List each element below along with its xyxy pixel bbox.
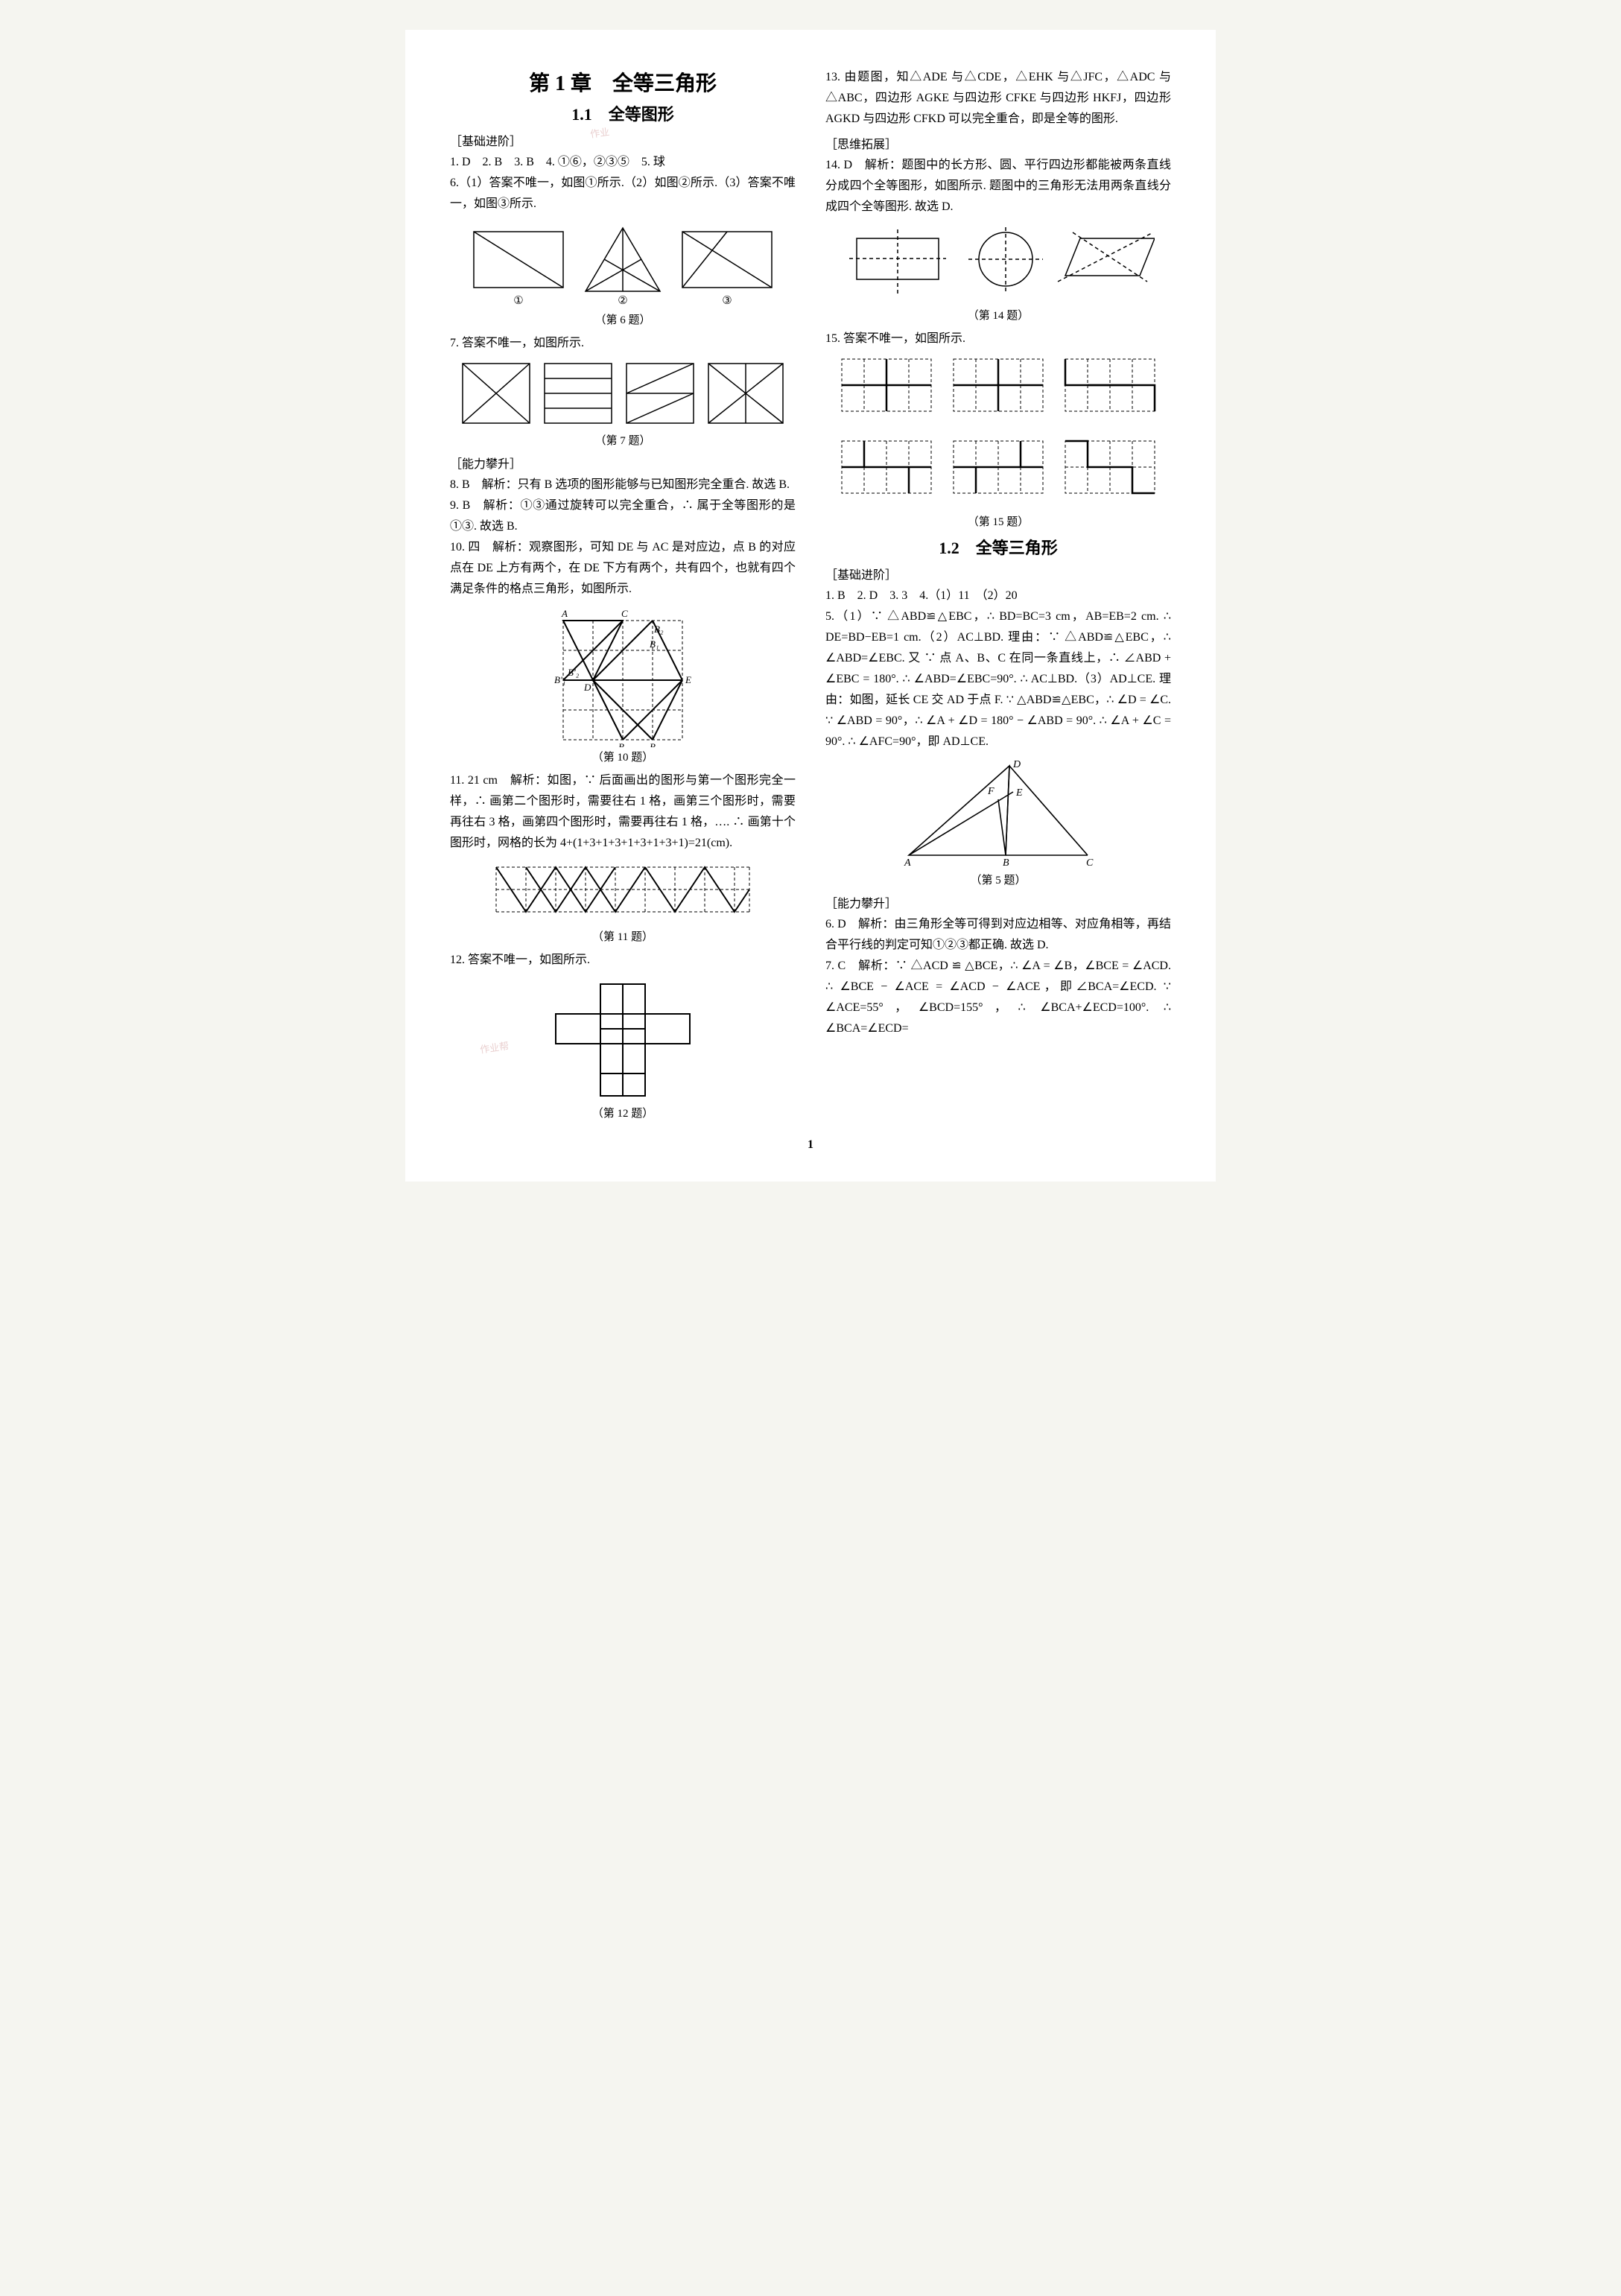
svg-text:B: B [1003, 857, 1009, 869]
section-1-2-title: 1.2 全等三角形 [825, 535, 1171, 559]
svg-text:C: C [1086, 857, 1094, 869]
figure-q10: A C D E B₁ B₂ B′₁ B′₂ B₃ B₄ （第 10 题） [450, 606, 796, 764]
header-thinking: ［思维拓展］ [825, 134, 1171, 152]
s12-basic-answers: 1. B 2. D 3. 3 4.（1）11 （2）20 [825, 586, 1171, 606]
s11-q10: 10. 四 解析：观察图形，可知 DE 与 AC 是对应边，点 B 的对应点在 … [450, 537, 796, 600]
s12-q7: 7. C 解析：∵ △ACD ≌ △BCE，∴ ∠A = ∠B，∠BCE = ∠… [825, 956, 1171, 1039]
caption-q5: （第 5 题） [825, 872, 1171, 887]
svg-text:③: ③ [722, 295, 732, 307]
figure-q14: （第 14 题） [825, 223, 1171, 323]
s11-q8: 8. B 解析：只有 B 选项的图形能够与已知图形完全重合. 故选 B. [450, 475, 796, 495]
s11-basic-answers: 1. D 2. B 3. B 4. ①⑥，②③⑤ 5. 球 [450, 152, 796, 173]
s11-q15: 15. 答案不唯一，如图所示. [825, 329, 1171, 349]
header-ability-2: ［能力攀升］ [825, 893, 1171, 911]
header-basic-1: ［基础进阶］ [450, 131, 796, 149]
s11-q14: 14. D 解析：题图中的长方形、圆、平行四边形都能被两条直线分成四个全等图形，… [825, 155, 1171, 218]
s11-q6-text: 6.（1）答案不唯一，如图①所示.（2）如图②所示.（3）答案不唯一，如图③所示… [450, 173, 796, 215]
svg-text:B′₁: B′₁ [554, 674, 565, 685]
figure-q15: （第 15 题） [825, 355, 1171, 529]
s11-q11: 11. 21 cm 解析：如图，∵ 后面画出的图形与第一个图形完全一样，∴ 画第… [450, 770, 796, 854]
caption-q11: （第 11 题） [450, 928, 796, 944]
section-1-1-title: 1.1 全等图形 [450, 101, 796, 125]
caption-q15: （第 15 题） [825, 513, 1171, 529]
svg-text:F: F [987, 786, 995, 797]
svg-text:A: A [561, 608, 568, 619]
s11-q9: 9. B 解析：①③通过旋转可以完全重合，∴ 属于全等图形的是①③. 故选 B. [450, 495, 796, 537]
page-number: 1 [450, 1138, 1171, 1152]
svg-text:②: ② [618, 295, 627, 307]
svg-text:B₂: B₂ [654, 624, 664, 635]
svg-text:B₄: B₄ [650, 741, 659, 747]
caption-q12: （第 12 题） [450, 1105, 796, 1120]
content-columns: 第 1 章 全等三角形 1.1 全等图形 ［基础进阶］ 1. D 2. B 3.… [450, 67, 1171, 1125]
svg-text:①: ① [513, 295, 523, 307]
caption-q6: （第 6 题） [450, 311, 796, 327]
caption-q10: （第 10 题） [450, 749, 796, 764]
s11-q7-text: 7. 答案不唯一，如图所示. [450, 333, 796, 354]
svg-text:E: E [685, 674, 691, 685]
svg-text:B′₂: B′₂ [568, 667, 580, 678]
figure-q11: （第 11 题） [450, 860, 796, 944]
svg-text:B₃: B₃ [618, 741, 627, 747]
page: 作业 作业帮 第 1 章 全等三角形 1.1 全等图形 ［基础进阶］ 1. D … [405, 30, 1216, 1182]
header-basic-2: ［基础进阶］ [825, 565, 1171, 583]
svg-text:B₁: B₁ [650, 638, 659, 650]
svg-text:E: E [1015, 787, 1023, 799]
svg-text:D: D [583, 682, 591, 693]
svg-text:A: A [904, 857, 911, 869]
s12-q5: 5.（1）∵ △ABD≌△EBC，∴ BD=BC=3 cm，AB=EB=2 cm… [825, 606, 1171, 752]
header-ability-1: ［能力攀升］ [450, 454, 796, 472]
svg-text:C: C [621, 608, 628, 619]
figure-q5: A B C D E F （第 5 题） [825, 758, 1171, 887]
chapter-title: 第 1 章 全等三角形 [450, 67, 796, 97]
caption-q14: （第 14 题） [825, 307, 1171, 323]
figure-q6: ① ② ③ （第 6 题） [450, 221, 796, 327]
s11-q12: 12. 答案不唯一，如图所示. [450, 950, 796, 971]
caption-q7: （第 7 题） [450, 432, 796, 448]
s12-q6: 6. D 解析：由三角形全等可得到对应边相等、对应角相等，再结合平行线的判定可知… [825, 914, 1171, 956]
s11-q13: 13. 由题图，知△ADE 与△CDE，△EHK 与△JFC，△ADC 与△AB… [825, 67, 1171, 130]
figure-q12: （第 12 题） [450, 977, 796, 1120]
figure-q7: （第 7 题） [450, 360, 796, 448]
svg-text:D: D [1012, 759, 1021, 770]
